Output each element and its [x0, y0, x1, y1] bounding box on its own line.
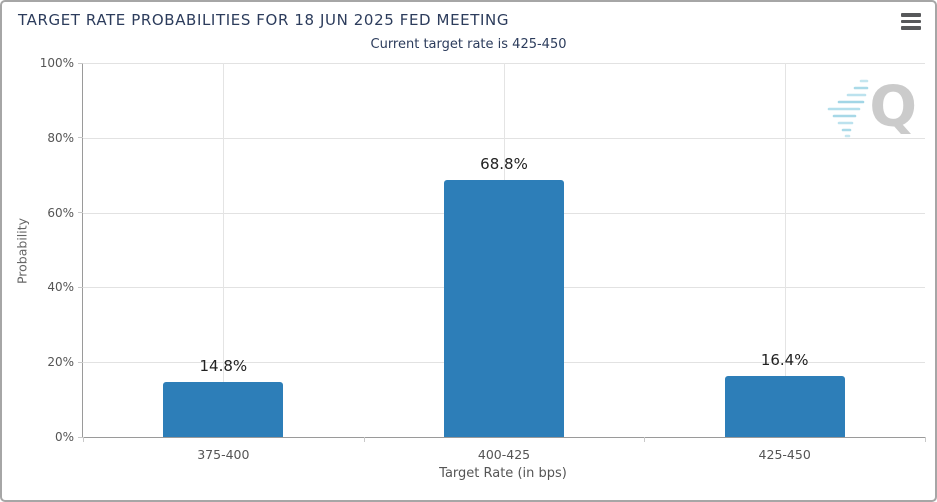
y-tick-mark: [78, 62, 83, 64]
probability-bar[interactable]: [444, 179, 564, 437]
y-tick-mark: [78, 286, 83, 288]
x-tick-mark: [83, 437, 84, 442]
y-tick-label: 60%: [47, 205, 74, 220]
probability-bar[interactable]: [724, 375, 845, 437]
chart-title: TARGET RATE PROBABILITIES FOR 18 JUN 202…: [18, 11, 510, 29]
y-tick-mark: [78, 436, 83, 438]
hamburger-menu-icon[interactable]: [901, 13, 921, 30]
x-tick-mark: [644, 437, 646, 442]
y-tick-mark: [78, 361, 83, 363]
y-tick-label: 40%: [47, 280, 74, 295]
hamburger-bar: [901, 26, 921, 30]
x-tick-mark: [925, 437, 926, 442]
quikstrike-q-letter: Q: [869, 75, 917, 140]
y-axis-title: Probability: [14, 217, 30, 285]
x-category-label: 375-400: [197, 447, 250, 462]
plot-area: Q 0% 20% 40% 60% 80% 100% 14.8% 375-400 68.8% 400…: [40, 56, 926, 462]
x-axis-title: Target Rate (in bps): [439, 466, 567, 481]
x-gridline: [784, 63, 786, 437]
bar-value-label: 16.4%: [760, 350, 809, 369]
x-category-label: 400-425: [477, 447, 531, 462]
x-tick-mark: [363, 437, 365, 442]
y-tick-label: 0%: [54, 430, 74, 444]
x-gridline: [223, 63, 225, 437]
y-tick-label: 20%: [47, 355, 74, 370]
y-tick-label: 100%: [39, 56, 74, 70]
quikstrike-watermark-logo: Q: [821, 75, 917, 141]
bar-value-label: 14.8%: [199, 356, 248, 375]
chart-subtitle: Current target rate is 425-450: [370, 37, 567, 52]
hamburger-bar: [901, 19, 921, 23]
x-category-label: 425-450: [758, 447, 811, 462]
y-tick-mark: [78, 137, 83, 139]
probability-bar[interactable]: [163, 381, 284, 437]
y-tick-mark: [78, 212, 83, 214]
hamburger-bar: [901, 13, 921, 17]
bar-value-label: 68.8%: [480, 154, 528, 173]
y-tick-label: 80%: [47, 130, 74, 145]
quikstrike-dashes-icon: [828, 79, 869, 138]
